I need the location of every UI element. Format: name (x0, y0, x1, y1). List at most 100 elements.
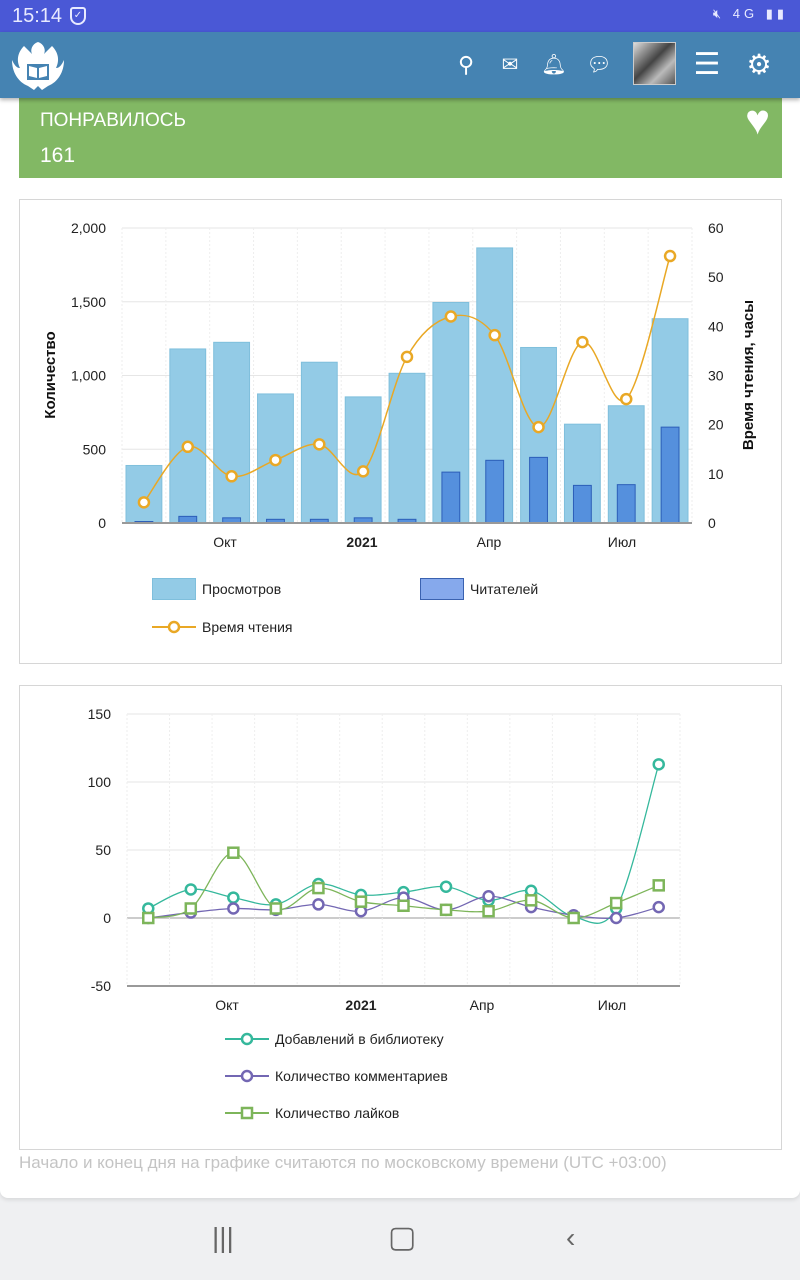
shield-icon: ✓ (70, 7, 86, 25)
readers-bar (616, 484, 636, 524)
library-point (184, 883, 198, 896)
legend-line-marker (225, 1069, 269, 1083)
y2-tick-label: 10 (708, 466, 724, 482)
readers-bar (529, 456, 548, 524)
search-icon[interactable]: ⚲ (457, 52, 475, 77)
reading-time-point (356, 465, 370, 478)
x-tick-label: Июл (608, 534, 636, 550)
reading-time-point (400, 350, 414, 364)
legend-item-readers[interactable]: Читателей (420, 578, 538, 600)
views-bar (169, 348, 207, 524)
comments-point (482, 889, 495, 903)
status-bar: 15:14 ✓ 🔇︎ 4G ▮▮ (0, 0, 800, 32)
y-tick-label: 100 (88, 774, 112, 790)
views-bar (344, 396, 382, 524)
x-tick-label: Июл (598, 997, 626, 1013)
views-bar (388, 372, 426, 524)
y2-tick-label: 60 (708, 220, 724, 236)
home-icon[interactable]: ▢ (388, 1221, 417, 1254)
legend-item-likes[interactable]: Количество лайков (225, 1102, 399, 1124)
y-tick-label: 50 (95, 842, 111, 858)
activity-chart-card: -50 0 50 100 150 Окт 2021 Апр Июл Добавлений в б… (19, 685, 782, 1150)
reading-time-point (663, 249, 677, 263)
stats-page: ПОНРАВИЛОСЬ 161 ♥ 0 500 1,000 1,500 2,000 0 10… (0, 96, 800, 1198)
comments-point (609, 911, 623, 925)
y-axis-title: Количество (42, 331, 59, 418)
avatar[interactable] (633, 42, 676, 85)
y2-axis-title: Время чтения, часы (740, 300, 757, 450)
likes-point (397, 899, 410, 913)
likes-point (524, 894, 538, 907)
reading-time-point (532, 420, 545, 434)
recent-apps-icon[interactable]: ||| (212, 1222, 234, 1253)
menu-icon[interactable]: ☰ (693, 48, 721, 81)
x-tick-label: 2021 (346, 534, 377, 550)
likes-point (142, 911, 155, 925)
legend-item-reading-time[interactable]: Время чтения (152, 616, 292, 638)
y2-tick-label: 40 (708, 318, 724, 334)
reading-time-point (313, 438, 326, 451)
top-nav: ⚲ ✉ 🔔︎ 💬︎ ☰ ⚙ (0, 32, 800, 98)
reading-time-point (137, 496, 151, 509)
legend-label: Количество комментариев (275, 1068, 448, 1084)
likes-point (482, 904, 495, 918)
back-icon[interactable]: ‹ (566, 1222, 576, 1253)
comments-point (227, 902, 240, 915)
legend-label: Время чтения (202, 619, 293, 635)
android-nav-bar: ||| ▢ ‹ (0, 1200, 800, 1280)
y-tick-label: 0 (103, 910, 111, 926)
views-chart: 0 500 1,000 1,500 2,000 0 10 20 30 40 50 60 Окт 2021 А… (42, 220, 757, 550)
x-tick-label: 2021 (345, 997, 376, 1013)
activity-chart: -50 0 50 100 150 Окт 2021 Апр Июл (88, 706, 681, 1013)
y2-tick-label: 50 (708, 269, 724, 285)
likes-point (609, 896, 623, 910)
likes-point (354, 895, 368, 908)
comments-point (312, 898, 325, 911)
legend-item-views[interactable]: Просмотров (152, 578, 281, 600)
status-icons: 🔇︎ 4G ▮▮ (713, 6, 788, 22)
y2-tick-label: 0 (708, 515, 716, 531)
y-tick-label: 500 (83, 441, 107, 457)
y-tick-label: 1,000 (71, 368, 106, 384)
y-tick-label: 0 (98, 515, 106, 531)
readers-bar (572, 484, 592, 524)
likes-point (652, 879, 665, 892)
reading-time-point (444, 310, 458, 323)
heart-icon: ♥ (745, 96, 770, 143)
reading-time-point (619, 392, 633, 406)
logo-icon[interactable] (10, 38, 66, 92)
likes-panel: ПОНРАВИЛОСЬ 161 ♥ (19, 96, 782, 178)
legend-swatch (420, 578, 464, 600)
views-bar (213, 341, 251, 524)
x-tick-label: Апр (470, 997, 495, 1013)
legend-label: Читателей (470, 581, 539, 597)
chat-icon[interactable]: 💬︎ (586, 54, 612, 76)
likes-point (269, 902, 283, 915)
mail-icon[interactable]: ✉ (501, 54, 519, 76)
likes-point (227, 846, 240, 859)
legend-item-comments[interactable]: Количество комментариев (225, 1065, 448, 1087)
y-tick-label: 150 (88, 706, 112, 722)
x-tick-label: Окт (215, 997, 239, 1013)
reading-time-point (181, 440, 195, 454)
y-tick-label: 1,500 (71, 294, 106, 310)
likes-point (439, 903, 453, 917)
likes-label: ПОНРАВИЛОСЬ (40, 110, 186, 131)
gear-icon[interactable]: ⚙ (746, 49, 772, 80)
legend-swatch (152, 578, 196, 600)
y2-tick-label: 30 (708, 368, 724, 384)
y-tick-label: 2,000 (71, 220, 106, 236)
reading-time-point (576, 335, 589, 349)
reading-time-point (269, 453, 282, 467)
likes-point (567, 911, 580, 925)
legend-item-library[interactable]: Добавлений в библиотеку (225, 1028, 444, 1050)
views-chart-card: 0 500 1,000 1,500 2,000 0 10 20 30 40 50 60 Окт 2021 А… (19, 199, 782, 664)
library-point (652, 758, 665, 771)
mute-icon: 🔇︎ (712, 6, 726, 21)
bell-icon[interactable]: 🔔︎ (541, 54, 567, 76)
legend-line-marker (152, 620, 196, 634)
readers-bar (660, 426, 680, 524)
clock: 15:14 (12, 5, 63, 27)
legend-line-marker (225, 1032, 269, 1046)
x-tick-label: Окт (213, 534, 237, 550)
